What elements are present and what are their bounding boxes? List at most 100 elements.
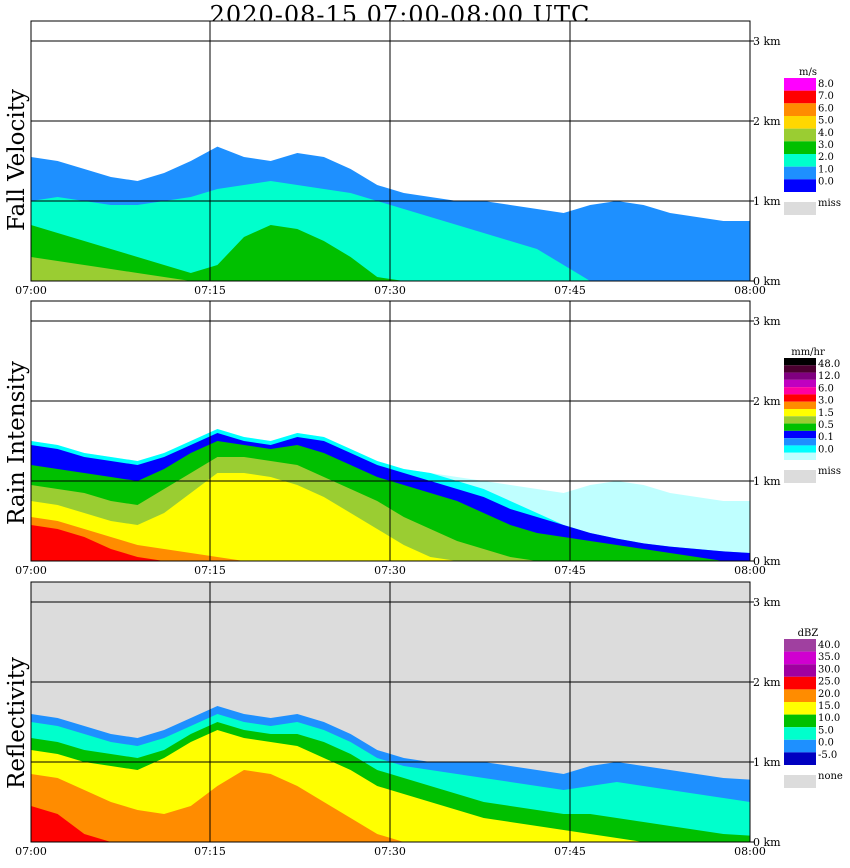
legend-label: 0.0 xyxy=(818,177,834,188)
plot-frame xyxy=(30,581,751,843)
y-tick-label: 2 km xyxy=(753,115,781,128)
y-tick-label: 3 km xyxy=(753,35,781,48)
legend-missing-label: miss xyxy=(818,198,841,209)
plot-frame xyxy=(30,20,751,282)
data-layer-2 xyxy=(31,225,750,281)
legend-swatch xyxy=(784,401,816,409)
x-tick-label: 07:15 xyxy=(194,845,226,858)
legend-swatch xyxy=(784,689,816,702)
legend-label: 2.0 xyxy=(818,152,834,163)
panel-label: Rain Intensity xyxy=(4,361,30,525)
legend-label: 48.0 xyxy=(818,359,840,370)
legend-label: 0.1 xyxy=(818,432,834,443)
data-layer-7 xyxy=(31,525,750,561)
legend-swatch xyxy=(784,358,816,366)
legend-swatch xyxy=(784,752,816,765)
legend-swatch xyxy=(784,676,816,690)
x-tick-label: 07:45 xyxy=(554,284,586,297)
legend-swatch xyxy=(784,445,816,453)
panel-rain-intensity: Rain Intensity 07:00 07:15 07:30 07:45 08:00… xyxy=(4,300,841,577)
legend-missing-label: miss xyxy=(818,466,841,477)
legend-swatch xyxy=(784,179,816,192)
legend-unit: m/s xyxy=(799,67,817,78)
legend-swatch xyxy=(784,651,816,665)
legend-swatch xyxy=(784,739,816,753)
data-layer-4 xyxy=(31,770,750,842)
panel-fall-velocity: Fall Velocity 07:00 07:15 07:30 07:45 08:000… xyxy=(4,20,841,297)
legend-label: 3.0 xyxy=(818,396,834,407)
y-tick-label: 0 km xyxy=(753,275,781,288)
legend-label: 1.0 xyxy=(818,164,834,175)
legend-swatch xyxy=(784,639,816,652)
x-tick-label: 07:45 xyxy=(554,845,586,858)
x-tick-label: 07:45 xyxy=(554,564,586,577)
x-tick-label: 07:30 xyxy=(374,564,406,577)
y-tick-label: 0 km xyxy=(753,555,781,568)
legend-swatch xyxy=(784,394,816,402)
legend-unit: dBZ xyxy=(798,628,819,639)
legend-swatch xyxy=(784,664,816,677)
legend-swatch xyxy=(784,714,816,728)
legend-swatch xyxy=(784,387,816,395)
legend-label: 12.0 xyxy=(818,371,840,382)
legend-swatch xyxy=(784,365,816,373)
legend-missing-swatch xyxy=(784,775,816,788)
x-tick-label: 07:00 xyxy=(15,564,47,577)
legend-swatch xyxy=(784,154,816,167)
legend-missing-label: none xyxy=(818,771,843,782)
y-tick-label: 2 km xyxy=(753,676,781,689)
x-tick-label: 07:30 xyxy=(374,284,406,297)
legend-label: 0.0 xyxy=(818,444,834,455)
y-tick-label: 0 km xyxy=(753,836,781,849)
legend-label: 0.5 xyxy=(818,420,834,431)
legend-swatch xyxy=(784,166,816,180)
legend-label: 30.0 xyxy=(818,664,840,675)
y-tick-label: 1 km xyxy=(753,475,781,488)
legend-label: 15.0 xyxy=(818,701,840,712)
legend-label: 0.0 xyxy=(818,738,834,749)
legend-missing-swatch xyxy=(784,202,816,215)
y-tick-label: 3 km xyxy=(753,315,781,328)
legend-swatch xyxy=(784,116,816,129)
x-tick-label: 07:00 xyxy=(15,284,47,297)
x-tick-label: 08:00 xyxy=(734,564,766,577)
legend-label: 8.0 xyxy=(818,79,834,90)
legend-missing-swatch xyxy=(784,470,816,483)
legend-label: 25.0 xyxy=(818,677,840,688)
x-tick-label: 07:15 xyxy=(194,284,226,297)
legend-label: 6.0 xyxy=(818,103,834,114)
legend-swatch xyxy=(784,141,816,154)
legend-label: 20.0 xyxy=(818,689,840,700)
legend-swatch xyxy=(784,128,816,142)
legend-label: 35.0 xyxy=(818,652,840,663)
panel-label: Reflectivity xyxy=(4,657,30,789)
legend-label: 5.0 xyxy=(818,116,834,127)
x-tick-label: 07:30 xyxy=(374,845,406,858)
legend-swatch xyxy=(784,727,816,740)
x-tick-label: 07:15 xyxy=(194,564,226,577)
panel-reflectivity: Reflectivity 07:00 07:15 07:30 07:45 08:000 … xyxy=(4,581,843,858)
y-tick-label: 1 km xyxy=(753,756,781,769)
plot-frame xyxy=(30,300,751,562)
legend-label: 3.0 xyxy=(818,140,834,151)
legend-swatch xyxy=(784,90,816,104)
x-tick-label: 08:00 xyxy=(734,845,766,858)
legend-swatch xyxy=(784,452,816,460)
y-tick-label: 2 km xyxy=(753,395,781,408)
legend-label: -5.0 xyxy=(818,750,837,761)
legend-label: 6.0 xyxy=(818,383,834,394)
x-tick-label: 07:00 xyxy=(15,845,47,858)
data-layer-5 xyxy=(31,473,750,561)
legend-label: 5.0 xyxy=(818,725,834,736)
legend-swatch xyxy=(784,438,816,446)
legend-swatch xyxy=(784,379,816,388)
legend-label: 1.5 xyxy=(818,408,834,419)
legend-unit: mm/hr xyxy=(791,347,825,358)
legend-label: 7.0 xyxy=(818,91,834,102)
data-layer-3 xyxy=(31,257,750,281)
panel-label: Fall Velocity xyxy=(4,89,30,231)
legend-swatch xyxy=(784,372,816,380)
legend-label: 4.0 xyxy=(818,128,834,139)
legend-swatch xyxy=(784,423,816,431)
